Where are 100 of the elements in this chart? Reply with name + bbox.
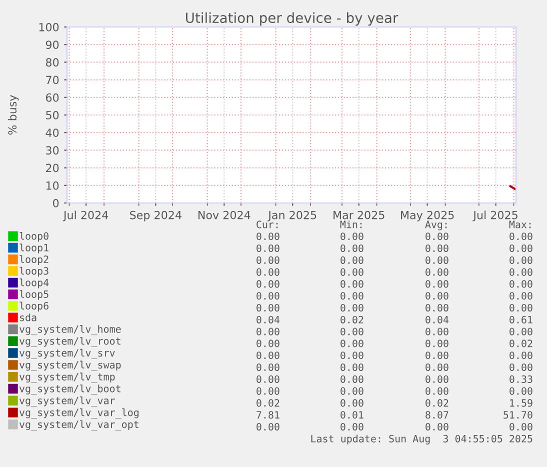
legend-label: vg_system/lv_tmp bbox=[19, 372, 115, 383]
legend-label: loop2 bbox=[20, 255, 48, 265]
text: 0.00 bbox=[426, 387, 448, 395]
text: Cur: bbox=[256, 220, 278, 228]
text: 0.00 bbox=[256, 244, 280, 252]
y-tick-label: 0 bbox=[53, 198, 59, 208]
text: 0.00 bbox=[256, 422, 280, 431]
y-tick-label: 30 bbox=[46, 146, 59, 155]
chart-title: Utilization per device - by year bbox=[186, 12, 398, 26]
y-axis-title: % busy bbox=[8, 95, 19, 135]
legend-label: loop3 bbox=[20, 266, 48, 277]
text: 0.00 bbox=[510, 328, 532, 336]
text: 0.00 bbox=[256, 280, 280, 288]
text: 0.00 bbox=[426, 328, 448, 336]
text: Avg: bbox=[425, 220, 447, 230]
x-tick-label: Mar 2025 bbox=[334, 210, 384, 220]
text: 0.00 bbox=[340, 340, 364, 348]
text: 0.00 bbox=[256, 328, 280, 336]
text: 0.00 bbox=[510, 292, 532, 300]
text: 0.00 bbox=[340, 363, 364, 372]
text: 0.00 bbox=[256, 268, 280, 276]
text: 0.02 bbox=[426, 399, 448, 407]
text: 0.00 bbox=[426, 256, 448, 264]
x-tick-label: Nov 2024 bbox=[198, 210, 250, 220]
text: 0.00 bbox=[426, 375, 448, 383]
text: 7.81 bbox=[256, 411, 280, 419]
x-tick-label: Sep 2024 bbox=[130, 210, 182, 222]
text: 0.00 bbox=[256, 363, 280, 372]
x-tick-label: Jan 2025 bbox=[268, 210, 316, 222]
text: 0.00 bbox=[426, 232, 448, 240]
legend-label: sda bbox=[20, 313, 36, 322]
x-tick-label: Jul 2025 bbox=[472, 210, 518, 222]
legend-label: vg_system/lv_root bbox=[19, 336, 120, 347]
text: 0.00 bbox=[340, 280, 364, 288]
legend-label: loop1 bbox=[20, 244, 48, 254]
text: 0.00 bbox=[340, 422, 364, 431]
text: 0.00 bbox=[510, 304, 532, 312]
text: 0.00 bbox=[510, 422, 532, 431]
x-tick-label: May 2025 bbox=[401, 210, 454, 222]
text: 0.00 bbox=[510, 280, 532, 288]
legend-label: vg_system/lv_var_log bbox=[19, 408, 138, 418]
text: 0.00 bbox=[510, 268, 532, 276]
text: 0.00 bbox=[340, 292, 364, 300]
text: 0.00 bbox=[340, 387, 364, 395]
x-tick-label: Jul 2024 bbox=[62, 210, 108, 222]
text: 0.00 bbox=[510, 352, 532, 360]
text: 0.00 bbox=[256, 375, 280, 383]
text: 0.04 bbox=[256, 316, 280, 324]
text: 0.00 bbox=[426, 422, 448, 431]
text: 0.33 bbox=[510, 375, 532, 383]
text: 0.00 bbox=[426, 352, 448, 360]
text: 0.00 bbox=[426, 363, 448, 372]
text: 0.04 bbox=[426, 316, 449, 324]
text: 0.00 bbox=[340, 328, 364, 336]
text: 0.00 bbox=[256, 352, 280, 360]
legend-label: loop6 bbox=[20, 302, 48, 312]
y-tick-label: 10 bbox=[46, 181, 59, 190]
text: 0.00 bbox=[256, 292, 280, 300]
text: 0.00 bbox=[340, 268, 364, 276]
text: Max: bbox=[509, 220, 531, 228]
text: 0.00 bbox=[256, 256, 280, 264]
text: 51.70 bbox=[504, 411, 532, 419]
legend-label: vg_system/lv_swap bbox=[19, 360, 121, 371]
y-tick-label: 70 bbox=[46, 76, 59, 84]
text: 0.00 bbox=[256, 340, 280, 348]
text: 0.00 bbox=[256, 304, 280, 312]
legend-label: vg_system/lv_boot bbox=[19, 384, 120, 395]
y-tick-label: 50 bbox=[46, 110, 59, 120]
text: 0.00 bbox=[510, 244, 532, 252]
text: Last update: Sun Aug 3 04:55:05 2025 bbox=[311, 434, 532, 444]
y-tick-label: 60 bbox=[46, 93, 59, 102]
text: 0.01 bbox=[340, 411, 364, 419]
text: 0.00 bbox=[426, 268, 448, 276]
text: 0.02 bbox=[340, 316, 364, 324]
text: 0.00 bbox=[426, 292, 448, 300]
legend-label: vg_system/lv_home bbox=[19, 325, 121, 336]
legend-label: loop5 bbox=[20, 290, 48, 300]
text: 0.00 bbox=[340, 244, 364, 252]
text: 0.00 bbox=[510, 363, 532, 372]
text: 0.00 bbox=[340, 304, 364, 312]
legend-label: loop4 bbox=[20, 278, 49, 288]
text: 0.00 bbox=[510, 256, 532, 264]
text: 0.00 bbox=[426, 280, 448, 288]
text: 1.59 bbox=[510, 399, 532, 407]
text: 0.00 bbox=[256, 232, 280, 240]
text: 0.00 bbox=[340, 375, 364, 383]
text: Min: bbox=[340, 220, 362, 228]
text: 0.00 bbox=[340, 256, 364, 264]
text: 0.02 bbox=[256, 399, 280, 407]
text: 0.00 bbox=[340, 399, 364, 407]
text: 0.00 bbox=[426, 340, 448, 348]
text: 8.07 bbox=[426, 411, 448, 419]
legend-label: vg_system/lv_srv bbox=[19, 348, 115, 359]
text: 0.00 bbox=[426, 304, 448, 312]
legend-label: vg_system/lv_var bbox=[19, 396, 115, 407]
legend-label: vg_system/lv_var_opt bbox=[19, 420, 138, 430]
y-tick-label: 20 bbox=[46, 164, 59, 172]
text: 0.00 bbox=[510, 387, 532, 395]
text: 0.00 bbox=[426, 244, 448, 252]
y-tick-label: 40 bbox=[46, 128, 59, 137]
